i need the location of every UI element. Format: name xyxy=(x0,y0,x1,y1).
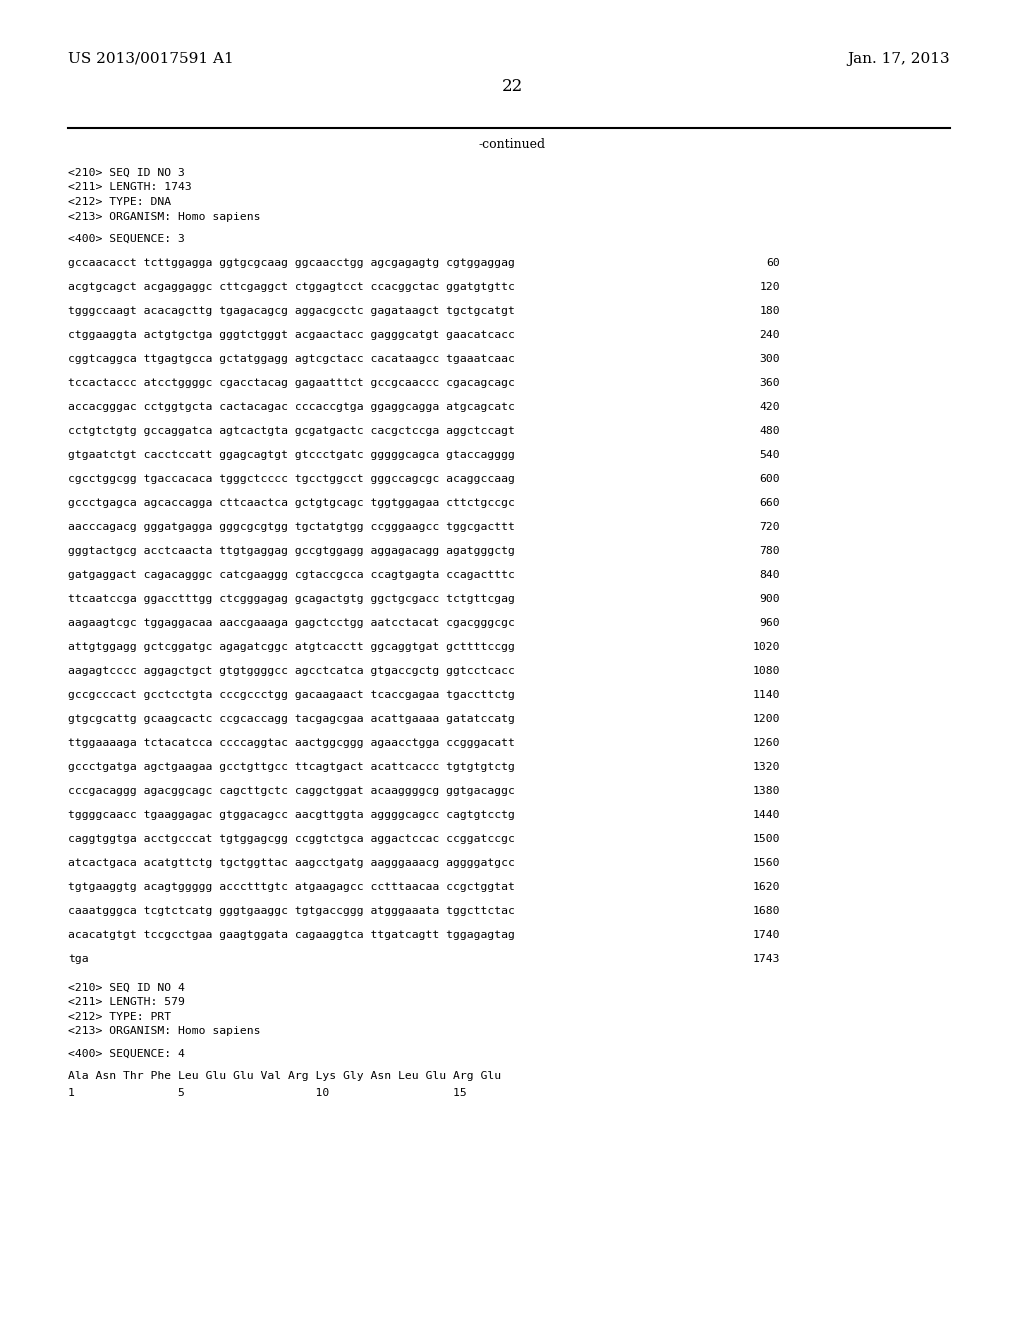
Text: <212> TYPE: PRT: <212> TYPE: PRT xyxy=(68,1011,171,1022)
Text: 600: 600 xyxy=(760,474,780,484)
Text: tga: tga xyxy=(68,954,89,965)
Text: 540: 540 xyxy=(760,450,780,461)
Text: tccactaccc atcctggggc cgacctacag gagaatttct gccgcaaccc cgacagcagc: tccactaccc atcctggggc cgacctacag gagaatt… xyxy=(68,379,515,388)
Text: 300: 300 xyxy=(760,355,780,364)
Text: <211> LENGTH: 1743: <211> LENGTH: 1743 xyxy=(68,182,191,193)
Text: 780: 780 xyxy=(760,546,780,557)
Text: acacatgtgt tccgcctgaa gaagtggata cagaaggtca ttgatcagtt tggagagtag: acacatgtgt tccgcctgaa gaagtggata cagaagg… xyxy=(68,931,515,940)
Text: aagagtcccc aggagctgct gtgtggggcc agcctcatca gtgaccgctg ggtcctcacc: aagagtcccc aggagctgct gtgtggggcc agcctca… xyxy=(68,667,515,676)
Text: 1620: 1620 xyxy=(753,883,780,892)
Text: ttggaaaaga tctacatcca ccccaggtac aactggcggg agaacctgga ccgggacatt: ttggaaaaga tctacatcca ccccaggtac aactggc… xyxy=(68,738,515,748)
Text: 360: 360 xyxy=(760,379,780,388)
Text: 1740: 1740 xyxy=(753,931,780,940)
Text: 120: 120 xyxy=(760,282,780,293)
Text: gtgaatctgt cacctccatt ggagcagtgt gtccctgatc gggggcagca gtaccagggg: gtgaatctgt cacctccatt ggagcagtgt gtccctg… xyxy=(68,450,515,461)
Text: 1743: 1743 xyxy=(753,954,780,965)
Text: Ala Asn Thr Phe Leu Glu Glu Val Arg Lys Gly Asn Leu Glu Arg Glu: Ala Asn Thr Phe Leu Glu Glu Val Arg Lys … xyxy=(68,1071,501,1081)
Text: Jan. 17, 2013: Jan. 17, 2013 xyxy=(848,51,950,66)
Text: gggtactgcg acctcaacta ttgtgaggag gccgtggagg aggagacagg agatgggctg: gggtactgcg acctcaacta ttgtgaggag gccgtgg… xyxy=(68,546,515,557)
Text: 1440: 1440 xyxy=(753,810,780,821)
Text: aagaagtcgc tggaggacaa aaccgaaaga gagctcctgg aatcctacat cgacgggcgc: aagaagtcgc tggaggacaa aaccgaaaga gagctcc… xyxy=(68,619,515,628)
Text: tggggcaacc tgaaggagac gtggacagcc aacgttggta aggggcagcc cagtgtcctg: tggggcaacc tgaaggagac gtggacagcc aacgttg… xyxy=(68,810,515,821)
Text: 1500: 1500 xyxy=(753,834,780,845)
Text: cctgtctgtg gccaggatca agtcactgta gcgatgactc cacgctccga aggctccagt: cctgtctgtg gccaggatca agtcactgta gcgatga… xyxy=(68,426,515,437)
Text: 720: 720 xyxy=(760,523,780,532)
Text: cggtcaggca ttgagtgcca gctatggagg agtcgctacc cacataagcc tgaaatcaac: cggtcaggca ttgagtgcca gctatggagg agtcgct… xyxy=(68,355,515,364)
Text: 22: 22 xyxy=(502,78,522,95)
Text: cgcctggcgg tgaccacaca tgggctcccc tgcctggcct gggccagcgc acaggccaag: cgcctggcgg tgaccacaca tgggctcccc tgcctgg… xyxy=(68,474,515,484)
Text: gtgcgcattg gcaagcactc ccgcaccagg tacgagcgaa acattgaaaa gatatccatg: gtgcgcattg gcaagcactc ccgcaccagg tacgagc… xyxy=(68,714,515,725)
Text: <210> SEQ ID NO 3: <210> SEQ ID NO 3 xyxy=(68,168,185,178)
Text: 1320: 1320 xyxy=(753,763,780,772)
Text: 1080: 1080 xyxy=(753,667,780,676)
Text: 60: 60 xyxy=(766,259,780,268)
Text: gccgcccact gcctcctgta cccgccctgg gacaagaact tcaccgagaa tgaccttctg: gccgcccact gcctcctgta cccgccctgg gacaaga… xyxy=(68,690,515,701)
Text: 1260: 1260 xyxy=(753,738,780,748)
Text: aacccagacg gggatgagga gggcgcgtgg tgctatgtgg ccgggaagcc tggcgacttt: aacccagacg gggatgagga gggcgcgtgg tgctatg… xyxy=(68,523,515,532)
Text: US 2013/0017591 A1: US 2013/0017591 A1 xyxy=(68,51,233,66)
Text: attgtggagg gctcggatgc agagatcggc atgtcacctt ggcaggtgat gcttttccgg: attgtggagg gctcggatgc agagatcggc atgtcac… xyxy=(68,643,515,652)
Text: tgtgaaggtg acagtggggg accctttgtc atgaagagcc cctttaacaa ccgctggtat: tgtgaaggtg acagtggggg accctttgtc atgaaga… xyxy=(68,883,515,892)
Text: ttcaatccga ggacctttgg ctcgggagag gcagactgtg ggctgcgacc tctgttcgag: ttcaatccga ggacctttgg ctcgggagag gcagact… xyxy=(68,594,515,605)
Text: ctggaaggta actgtgctga gggtctgggt acgaactacc gagggcatgt gaacatcacc: ctggaaggta actgtgctga gggtctgggt acgaact… xyxy=(68,330,515,341)
Text: gccaacacct tcttggagga ggtgcgcaag ggcaacctgg agcgagagtg cgtggaggag: gccaacacct tcttggagga ggtgcgcaag ggcaacc… xyxy=(68,259,515,268)
Text: 1               5                   10                  15: 1 5 10 15 xyxy=(68,1088,467,1097)
Text: gccctgagca agcaccagga cttcaactca gctgtgcagc tggtggagaa cttctgccgc: gccctgagca agcaccagga cttcaactca gctgtgc… xyxy=(68,499,515,508)
Text: atcactgaca acatgttctg tgctggttac aagcctgatg aagggaaacg aggggatgcc: atcactgaca acatgttctg tgctggttac aagcctg… xyxy=(68,858,515,869)
Text: tgggccaagt acacagcttg tgagacagcg aggacgcctc gagataagct tgctgcatgt: tgggccaagt acacagcttg tgagacagcg aggacgc… xyxy=(68,306,515,317)
Text: 1680: 1680 xyxy=(753,907,780,916)
Text: caaatgggca tcgtctcatg gggtgaaggc tgtgaccggg atgggaaata tggcttctac: caaatgggca tcgtctcatg gggtgaaggc tgtgacc… xyxy=(68,907,515,916)
Text: 960: 960 xyxy=(760,619,780,628)
Text: 180: 180 xyxy=(760,306,780,317)
Text: <400> SEQUENCE: 3: <400> SEQUENCE: 3 xyxy=(68,234,185,244)
Text: gatgaggact cagacagggc catcgaaggg cgtaccgcca ccagtgagta ccagactttc: gatgaggact cagacagggc catcgaaggg cgtaccg… xyxy=(68,570,515,581)
Text: 240: 240 xyxy=(760,330,780,341)
Text: 480: 480 xyxy=(760,426,780,437)
Text: 1140: 1140 xyxy=(753,690,780,701)
Text: 1560: 1560 xyxy=(753,858,780,869)
Text: 660: 660 xyxy=(760,499,780,508)
Text: 840: 840 xyxy=(760,570,780,581)
Text: 420: 420 xyxy=(760,403,780,412)
Text: 1380: 1380 xyxy=(753,787,780,796)
Text: cccgacaggg agacggcagc cagcttgctc caggctggat acaaggggcg ggtgacaggc: cccgacaggg agacggcagc cagcttgctc caggctg… xyxy=(68,787,515,796)
Text: gccctgatga agctgaagaa gcctgttgcc ttcagtgact acattcaccc tgtgtgtctg: gccctgatga agctgaagaa gcctgttgcc ttcagtg… xyxy=(68,763,515,772)
Text: accacgggac cctggtgcta cactacagac cccaccgtga ggaggcagga atgcagcatc: accacgggac cctggtgcta cactacagac cccaccg… xyxy=(68,403,515,412)
Text: 1020: 1020 xyxy=(753,643,780,652)
Text: -continued: -continued xyxy=(478,139,546,150)
Text: <213> ORGANISM: Homo sapiens: <213> ORGANISM: Homo sapiens xyxy=(68,211,260,222)
Text: <212> TYPE: DNA: <212> TYPE: DNA xyxy=(68,197,171,207)
Text: 1200: 1200 xyxy=(753,714,780,725)
Text: acgtgcagct acgaggaggc cttcgaggct ctggagtcct ccacggctac ggatgtgttc: acgtgcagct acgaggaggc cttcgaggct ctggagt… xyxy=(68,282,515,293)
Text: 900: 900 xyxy=(760,594,780,605)
Text: caggtggtga acctgcccat tgtggagcgg ccggtctgca aggactccac ccggatccgc: caggtggtga acctgcccat tgtggagcgg ccggtct… xyxy=(68,834,515,845)
Text: <210> SEQ ID NO 4: <210> SEQ ID NO 4 xyxy=(68,982,185,993)
Text: <400> SEQUENCE: 4: <400> SEQUENCE: 4 xyxy=(68,1048,185,1059)
Text: <211> LENGTH: 579: <211> LENGTH: 579 xyxy=(68,997,185,1007)
Text: <213> ORGANISM: Homo sapiens: <213> ORGANISM: Homo sapiens xyxy=(68,1026,260,1036)
